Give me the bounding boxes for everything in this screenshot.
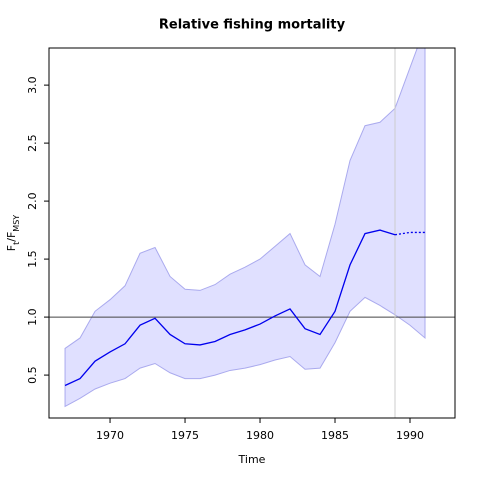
y-tick-label: 1.5 [26,250,39,268]
x-tick-label: 1990 [396,429,424,442]
series-line [64,229,396,387]
x-tick-label: 1980 [246,429,274,442]
y-tick-label: 3.0 [26,76,39,94]
y-tick-label: 1.0 [26,308,39,326]
y-label-part: F [5,245,18,251]
series-line [394,231,426,236]
y-label-sub: t [12,242,21,245]
y-label-sub: MSY [12,215,21,232]
y-label-part: /F [5,232,18,242]
confidence-band [64,48,426,408]
chart-title: Relative fishing mortality [159,18,346,33]
y-tick-label: 2.0 [26,192,39,210]
y-axis-label: Ft/FMSY [5,215,21,251]
x-axis-label: Time [238,453,266,466]
x-tick-label: 1985 [321,429,349,442]
plot-area [49,48,455,418]
x-tick-label: 1970 [96,429,124,442]
y-tick-label: 0.5 [26,366,39,384]
y-tick-label: 2.5 [26,134,39,152]
plot-frame [48,47,456,419]
x-tick-label: 1975 [171,429,199,442]
